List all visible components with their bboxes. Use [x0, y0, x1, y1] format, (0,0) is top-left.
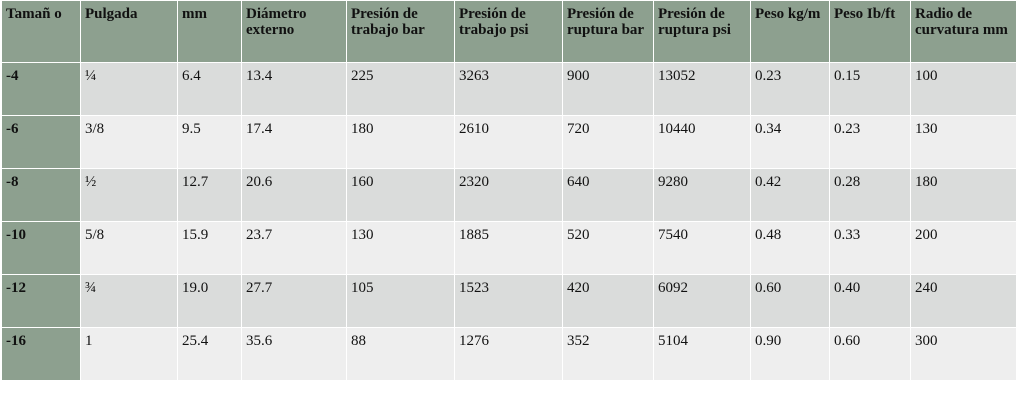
cell-presion-trabajo-bar: 105 — [346, 274, 455, 328]
header-presion-ruptura-psi: Presión de ruptura psi — [653, 0, 751, 63]
cell-pulgada: ¼ — [80, 62, 178, 116]
cell-presion-ruptura-psi: 13052 — [653, 62, 751, 116]
cell-diametro-externo: 23.7 — [241, 221, 347, 275]
cell-peso-kgm: 0.42 — [750, 168, 830, 222]
cell-presion-ruptura-psi: 6092 — [653, 274, 751, 328]
cell-peso-kgm: 0.48 — [750, 221, 830, 275]
cell-diametro-externo: 17.4 — [241, 115, 347, 169]
cell-presion-ruptura-bar: 900 — [562, 62, 654, 116]
cell-mm: 9.5 — [177, 115, 242, 169]
cell-presion-trabajo-bar: 180 — [346, 115, 455, 169]
cell-size: -12 — [1, 274, 81, 328]
cell-size: -16 — [1, 327, 81, 381]
table-row: -4 ¼ 6.4 13.4 225 3263 900 13052 0.23 0.15 100 — [1, 62, 1017, 116]
cell-peso-lbft: 0.15 — [829, 62, 911, 116]
cell-radio-curvatura: 100 — [910, 62, 1017, 116]
cell-peso-lbft: 0.40 — [829, 274, 911, 328]
table-row: -12 ¾ 19.0 27.7 105 1523 420 6092 0.60 0.40 240 — [1, 274, 1017, 328]
cell-radio-curvatura: 300 — [910, 327, 1017, 381]
table-row: -10 5/8 15.9 23.7 130 1885 520 7540 0.48 0.33 200 — [1, 221, 1017, 275]
cell-diametro-externo: 27.7 — [241, 274, 347, 328]
table-row: -16 1 25.4 35.6 88 1276 352 5104 0.90 0.60 300 — [1, 327, 1017, 381]
cell-peso-lbft: 0.23 — [829, 115, 911, 169]
cell-presion-ruptura-psi: 7540 — [653, 221, 751, 275]
cell-mm: 25.4 — [177, 327, 242, 381]
cell-radio-curvatura: 240 — [910, 274, 1017, 328]
cell-radio-curvatura: 130 — [910, 115, 1017, 169]
cell-presion-trabajo-psi: 1276 — [454, 327, 563, 381]
header-row: Tamañ o Pulgada mm Diámetro externo Pres… — [1, 0, 1017, 63]
cell-presion-trabajo-bar: 130 — [346, 221, 455, 275]
header-tamano: Tamañ o — [1, 0, 81, 63]
cell-size: -10 — [1, 221, 81, 275]
table-row: -6 3/8 9.5 17.4 180 2610 720 10440 0.34 0.23 130 — [1, 115, 1017, 169]
table-body: -4 ¼ 6.4 13.4 225 3263 900 13052 0.23 0.15 100 -6 3/… — [1, 62, 1017, 381]
cell-presion-ruptura-bar: 640 — [562, 168, 654, 222]
cell-presion-trabajo-psi: 3263 — [454, 62, 563, 116]
cell-presion-ruptura-bar: 420 — [562, 274, 654, 328]
header-mm: mm — [177, 0, 242, 63]
cell-presion-ruptura-bar: 720 — [562, 115, 654, 169]
cell-mm: 6.4 — [177, 62, 242, 116]
cell-diametro-externo: 13.4 — [241, 62, 347, 116]
cell-peso-kgm: 0.23 — [750, 62, 830, 116]
cell-presion-trabajo-bar: 225 — [346, 62, 455, 116]
cell-size: -8 — [1, 168, 81, 222]
cell-radio-curvatura: 180 — [910, 168, 1017, 222]
cell-peso-kgm: 0.90 — [750, 327, 830, 381]
cell-peso-kgm: 0.60 — [750, 274, 830, 328]
cell-peso-lbft: 0.28 — [829, 168, 911, 222]
header-pulgada: Pulgada — [80, 0, 178, 63]
cell-presion-trabajo-psi: 2610 — [454, 115, 563, 169]
cell-pulgada: 5/8 — [80, 221, 178, 275]
cell-presion-ruptura-psi: 9280 — [653, 168, 751, 222]
cell-mm: 15.9 — [177, 221, 242, 275]
table-row: -8 ½ 12.7 20.6 160 2320 640 9280 0.42 0.28 180 — [1, 168, 1017, 222]
cell-radio-curvatura: 200 — [910, 221, 1017, 275]
cell-pulgada: ½ — [80, 168, 178, 222]
cell-presion-trabajo-bar: 88 — [346, 327, 455, 381]
hose-spec-table: Tamañ o Pulgada mm Diámetro externo Pres… — [1, 0, 1017, 381]
header-presion-trabajo-bar: Presión de trabajo bar — [346, 0, 455, 63]
header-peso-lbft: Peso Ib/ft — [829, 0, 911, 63]
cell-pulgada: 1 — [80, 327, 178, 381]
cell-presion-ruptura-psi: 5104 — [653, 327, 751, 381]
cell-peso-kgm: 0.34 — [750, 115, 830, 169]
cell-diametro-externo: 20.6 — [241, 168, 347, 222]
cell-presion-ruptura-psi: 10440 — [653, 115, 751, 169]
cell-mm: 19.0 — [177, 274, 242, 328]
cell-presion-trabajo-psi: 1523 — [454, 274, 563, 328]
header-presion-trabajo-psi: Presión de trabajo psi — [454, 0, 563, 63]
cell-presion-trabajo-psi: 2320 — [454, 168, 563, 222]
cell-presion-trabajo-psi: 1885 — [454, 221, 563, 275]
cell-presion-ruptura-bar: 352 — [562, 327, 654, 381]
cell-mm: 12.7 — [177, 168, 242, 222]
cell-diametro-externo: 35.6 — [241, 327, 347, 381]
header-diametro-externo: Diámetro externo — [241, 0, 347, 63]
header-peso-kgm: Peso kg/m — [750, 0, 830, 63]
cell-peso-lbft: 0.60 — [829, 327, 911, 381]
header-radio-curvatura: Radio de curvatura mm — [910, 0, 1017, 63]
cell-presion-trabajo-bar: 160 — [346, 168, 455, 222]
cell-presion-ruptura-bar: 520 — [562, 221, 654, 275]
cell-size: -6 — [1, 115, 81, 169]
cell-peso-lbft: 0.33 — [829, 221, 911, 275]
cell-size: -4 — [1, 62, 81, 116]
cell-pulgada: 3/8 — [80, 115, 178, 169]
cell-pulgada: ¾ — [80, 274, 178, 328]
header-presion-ruptura-bar: Presión de ruptura bar — [562, 0, 654, 63]
